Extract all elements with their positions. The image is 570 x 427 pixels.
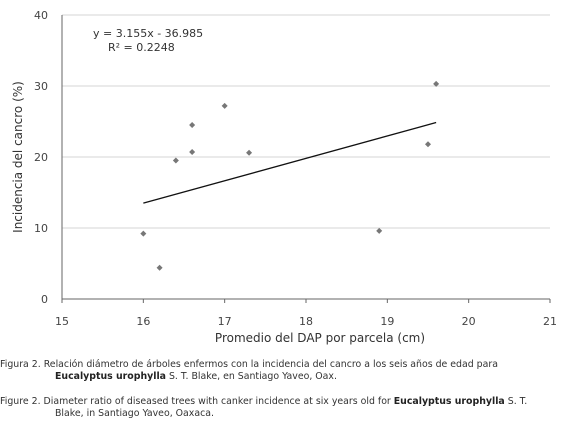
- x-tick-label-2: 17: [218, 315, 232, 328]
- data-point-0: [140, 230, 147, 237]
- y-tick-label-1: 10: [34, 222, 48, 235]
- x-tick-label-3: 18: [299, 315, 313, 328]
- y-tick-label-3: 30: [34, 80, 48, 93]
- caption-es-prefix: Figura 2. Relación diámetro de árboles e…: [0, 359, 498, 370]
- data-point-7: [376, 227, 383, 234]
- grid-lines: [62, 14, 550, 229]
- axes: [61, 15, 551, 303]
- caption-en-prefix: Figure 2. Diameter ratio of diseased tre…: [0, 396, 394, 407]
- scatter-chart: 0 10 20 30 40 15 16 17 18 19 20 21 y = 3.155x - 36.…: [11, 9, 557, 345]
- caption-en-species: Eucalyptus urophylla: [393, 396, 505, 407]
- caption-en-suffix-2: Blake, in Santiago Yaveo, Oaxaca.: [55, 408, 214, 419]
- x-tick-label-4: 19: [380, 315, 394, 328]
- x-tick-label-6: 21: [543, 315, 557, 328]
- y-tick-label-0: 0: [41, 293, 48, 306]
- x-tick-label-5: 20: [462, 315, 476, 328]
- data-points: [140, 80, 440, 271]
- trendline: [143, 121, 437, 204]
- caption-es-suffix: S. T. Blake, en Santiago Yaveo, Oax.: [166, 371, 337, 382]
- regression-equation: y = 3.155x - 36.985: [93, 27, 203, 40]
- data-point-4: [189, 149, 196, 156]
- x-tick-label-0: 15: [55, 315, 69, 328]
- data-point-1: [156, 264, 163, 271]
- caption-es-species: Eucalyptus urophylla: [55, 371, 166, 382]
- data-point-6: [246, 149, 253, 156]
- figure-caption-english: Figure 2. Diameter ratio of diseased tre…: [0, 396, 570, 420]
- data-point-5: [221, 102, 228, 109]
- x-tick-label-1: 16: [136, 315, 150, 328]
- data-point-9: [433, 80, 440, 87]
- x-axis-title: Promedio del DAP por parcela (cm): [215, 331, 425, 345]
- tick-labels: 0 10 20 30 40 15 16 17 18 19 20 21: [34, 9, 557, 328]
- y-tick-label-2: 20: [34, 151, 48, 164]
- data-point-3: [189, 122, 196, 129]
- figure-caption-spanish: Figura 2. Relación diámetro de árboles e…: [0, 359, 570, 383]
- data-point-8: [425, 141, 431, 148]
- caption-en-suffix-1: S. T.: [504, 396, 528, 407]
- data-point-2: [172, 157, 179, 164]
- y-tick-label-4: 40: [34, 9, 48, 22]
- r-squared-label: R² = 0.2248: [108, 41, 175, 54]
- trendline-group: [143, 121, 437, 204]
- y-axis-title: Incidencia del cancro (%): [11, 81, 25, 233]
